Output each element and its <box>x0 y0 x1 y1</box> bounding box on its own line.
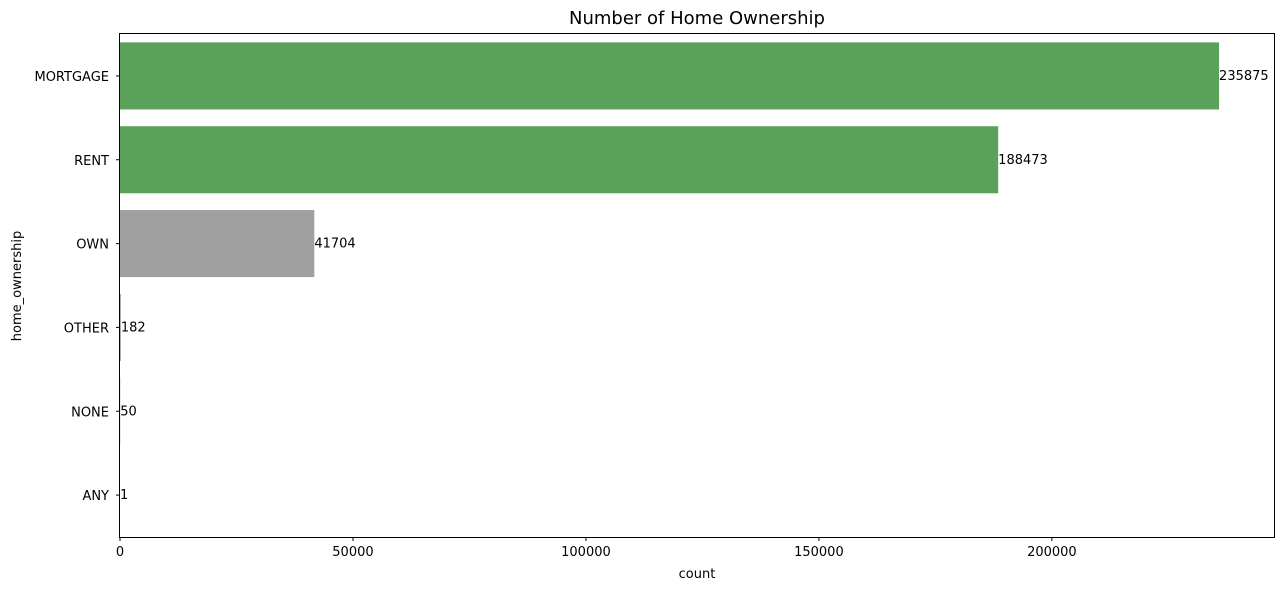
plot-frame <box>119 33 1275 538</box>
bar-mortgage <box>120 42 1220 110</box>
y-tick-label: OTHER <box>64 321 109 336</box>
chart-title: Number of Home Ownership <box>569 8 825 29</box>
x-tick-label: 150000 <box>794 545 844 560</box>
y-tick-label: ANY <box>82 489 109 504</box>
y-tick-label: MORTGAGE <box>34 70 109 85</box>
y-tick-labels: MORTGAGE RENT OWN OTHER NONE ANY <box>34 70 120 504</box>
bars-group <box>120 42 1220 529</box>
y-tick-label: RENT <box>74 154 109 169</box>
data-label: 182 <box>121 320 146 335</box>
data-label: 41704 <box>314 237 355 252</box>
data-label: 235875 <box>1219 69 1269 84</box>
x-tick-label: 100000 <box>561 545 611 560</box>
y-tick-label: OWN <box>76 238 109 253</box>
x-tick-label: 50000 <box>332 545 373 560</box>
data-label: 1 <box>120 488 128 503</box>
x-axis-ticks: 0 50000 100000 150000 200000 <box>116 537 1077 560</box>
y-tick-label: NONE <box>71 405 109 420</box>
bar-own <box>120 210 315 278</box>
x-axis-label: count <box>679 567 716 582</box>
data-labels: 235875 188473 41704 182 50 1 <box>120 69 1269 503</box>
data-label: 50 <box>120 404 137 419</box>
x-tick-label: 0 <box>116 545 124 560</box>
x-tick-label: 200000 <box>1027 545 1077 560</box>
y-axis-label: home_ownership <box>10 231 25 341</box>
bar-rent <box>120 126 999 194</box>
data-label: 188473 <box>998 153 1048 168</box>
bar-other <box>120 293 121 361</box>
